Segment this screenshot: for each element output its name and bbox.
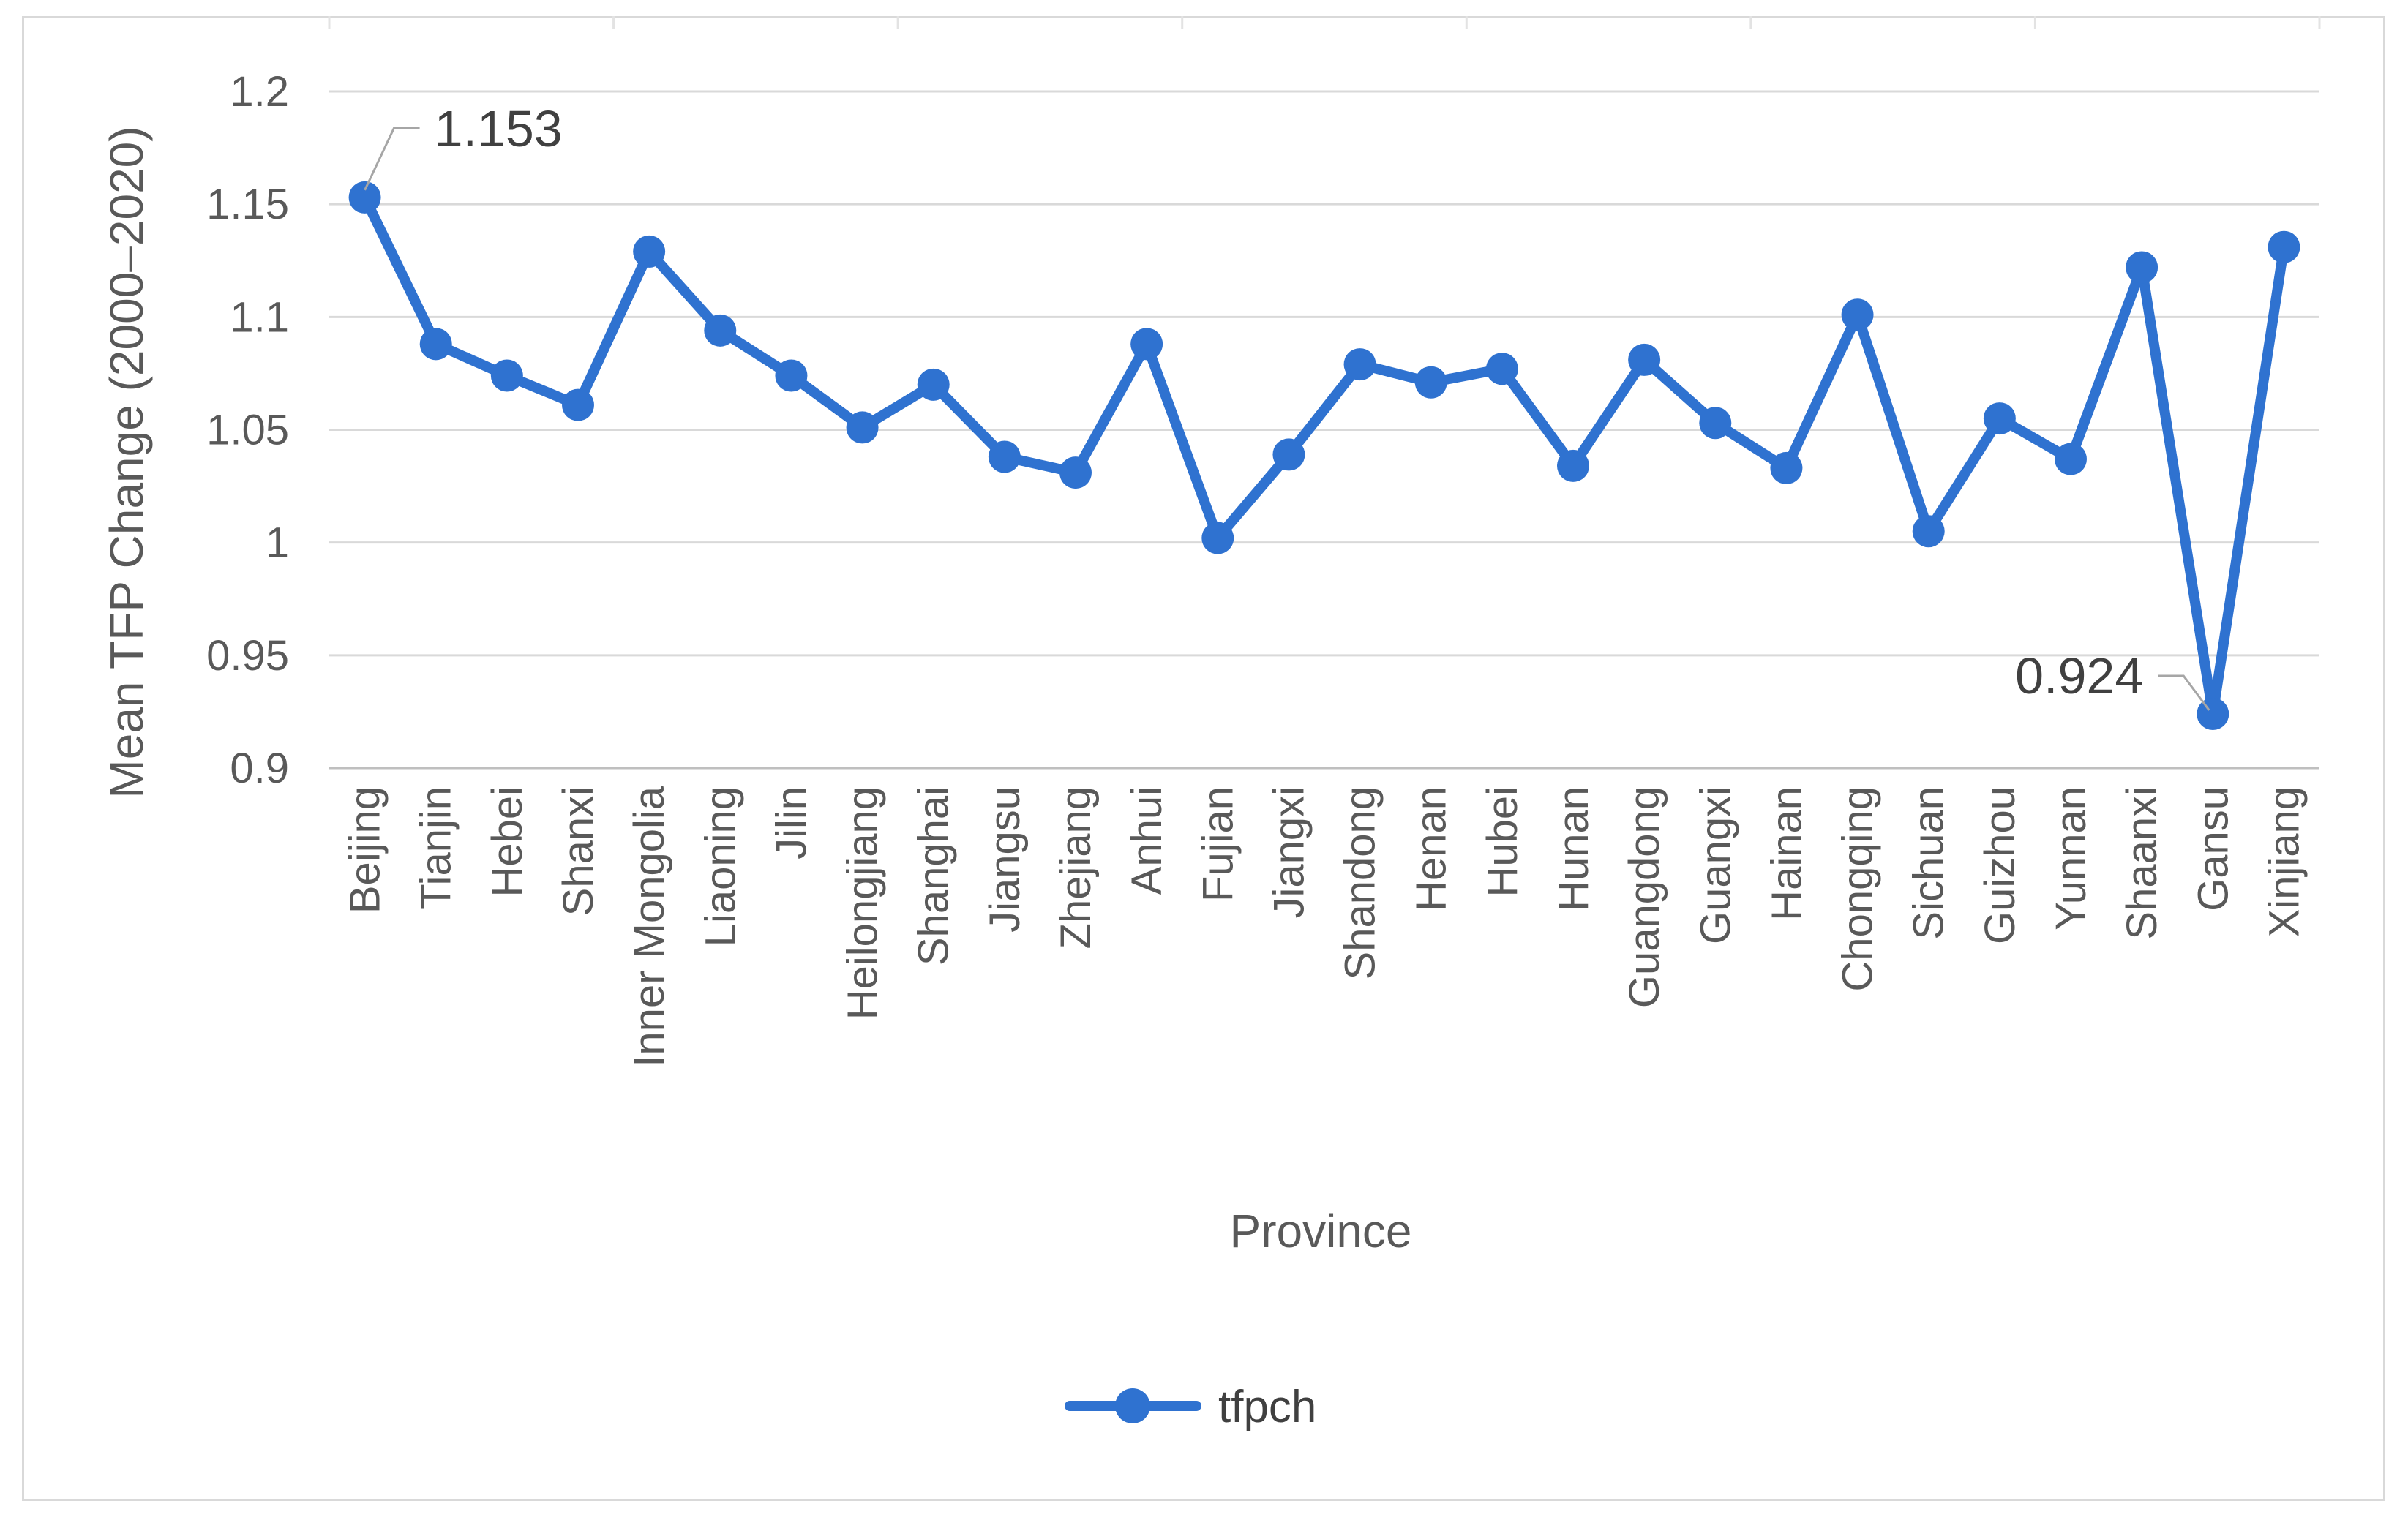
data-point [1059,456,1092,489]
x-tick-label: Fujian [1194,786,1242,902]
x-tick-label: Sichuan [1905,786,1953,940]
x-tick-label: Anhui [1123,786,1171,895]
data-point [1201,522,1234,554]
y-axis-ticks: 0.9 0.95 1 1.05 1.1 1.15 1.2 [206,68,289,792]
gridlines [328,16,2321,770]
x-tick-label: Guizhou [1976,786,2024,944]
data-point [1628,343,1661,376]
x-tick-label: Yunnan [2047,786,2095,930]
data-annotations: 1.153 0.924 [364,100,2210,711]
x-tick-label: Shandong [1337,786,1384,979]
data-point [988,440,1021,473]
x-axis-ticks: Beijing Tianjin Hebei Shanxi Inner Mongolia L… [342,786,2308,1066]
data-point [2197,698,2229,730]
data-point [1557,449,1589,482]
y-tick-label: 0.95 [206,632,289,680]
x-tick-label: Jilin [768,786,815,859]
series-tfpch [348,181,2300,730]
x-tick-label: Hubei [1479,786,1526,898]
data-point [348,181,381,214]
data-point [1912,515,1945,548]
data-point [1699,407,1732,440]
x-tick-label: Heilongjiang [839,786,887,1020]
data-point [775,359,808,392]
legend-label: tfpch [1218,1382,1316,1432]
data-point [1343,348,1376,381]
y-tick-label: 1 [266,519,289,567]
data-point [419,328,452,361]
x-tick-label: Hainan [1763,786,1810,921]
data-point [1983,402,2016,435]
data-point [1485,353,1518,385]
data-point [2268,230,2300,263]
data-point [846,411,879,444]
x-tick-label: Inner Mongolia [626,786,673,1066]
y-axis-title: Mean TFP Change (2000–2020) [100,126,153,798]
data-point [1841,298,1874,331]
x-tick-label: Henan [1408,786,1455,911]
x-tick-label: Shanghai [910,786,958,966]
series-line [359,192,2289,719]
data-label: 1.153 [435,100,563,157]
x-axis-title: Province [1230,1205,1412,1257]
x-tick-label: Gansu [2189,786,2237,911]
data-point [633,235,666,268]
x-tick-label: Zhejiang [1052,786,1100,949]
legend-marker [1115,1388,1150,1423]
data-point [562,388,594,421]
x-tick-label: Beijing [342,786,389,914]
x-tick-label: Guangdong [1621,786,1668,1008]
data-point [704,314,737,347]
data-point [1272,438,1305,471]
x-tick-label: Hunan [1550,786,1597,911]
y-tick-label: 1.15 [206,181,289,228]
callout-leader [2158,674,2210,711]
y-tick-label: 0.9 [230,745,289,792]
data-point [490,359,523,392]
chart-frame [22,16,2385,1501]
x-tick-label: Jiangsu [981,786,1029,933]
x-tick-label: Xinjiang [2260,786,2308,937]
data-point [2126,251,2158,284]
data-point [917,368,950,401]
data-point [1770,451,1803,484]
data-point [1414,366,1447,399]
x-tick-label: Guangxi [1692,786,1739,944]
x-tick-label: Liaoning [697,786,744,947]
x-tick-label: Shaanxi [2118,786,2166,940]
x-tick-label: Shanxi [555,786,602,916]
legend: tfpch [1065,1382,1316,1432]
y-tick-label: 1.2 [230,68,289,116]
callout-leader [364,127,420,191]
data-point [2055,443,2087,475]
x-tick-label: Hebei [484,786,531,898]
y-tick-label: 1.05 [206,407,289,454]
x-tick-label: Chongqing [1834,786,1882,992]
x-tick-label: Tianjin [413,786,460,910]
y-tick-label: 1.1 [230,293,289,341]
data-label: 0.924 [2015,647,2143,704]
x-tick-label: Jiangxi [1265,786,1313,919]
data-point [1130,328,1163,361]
